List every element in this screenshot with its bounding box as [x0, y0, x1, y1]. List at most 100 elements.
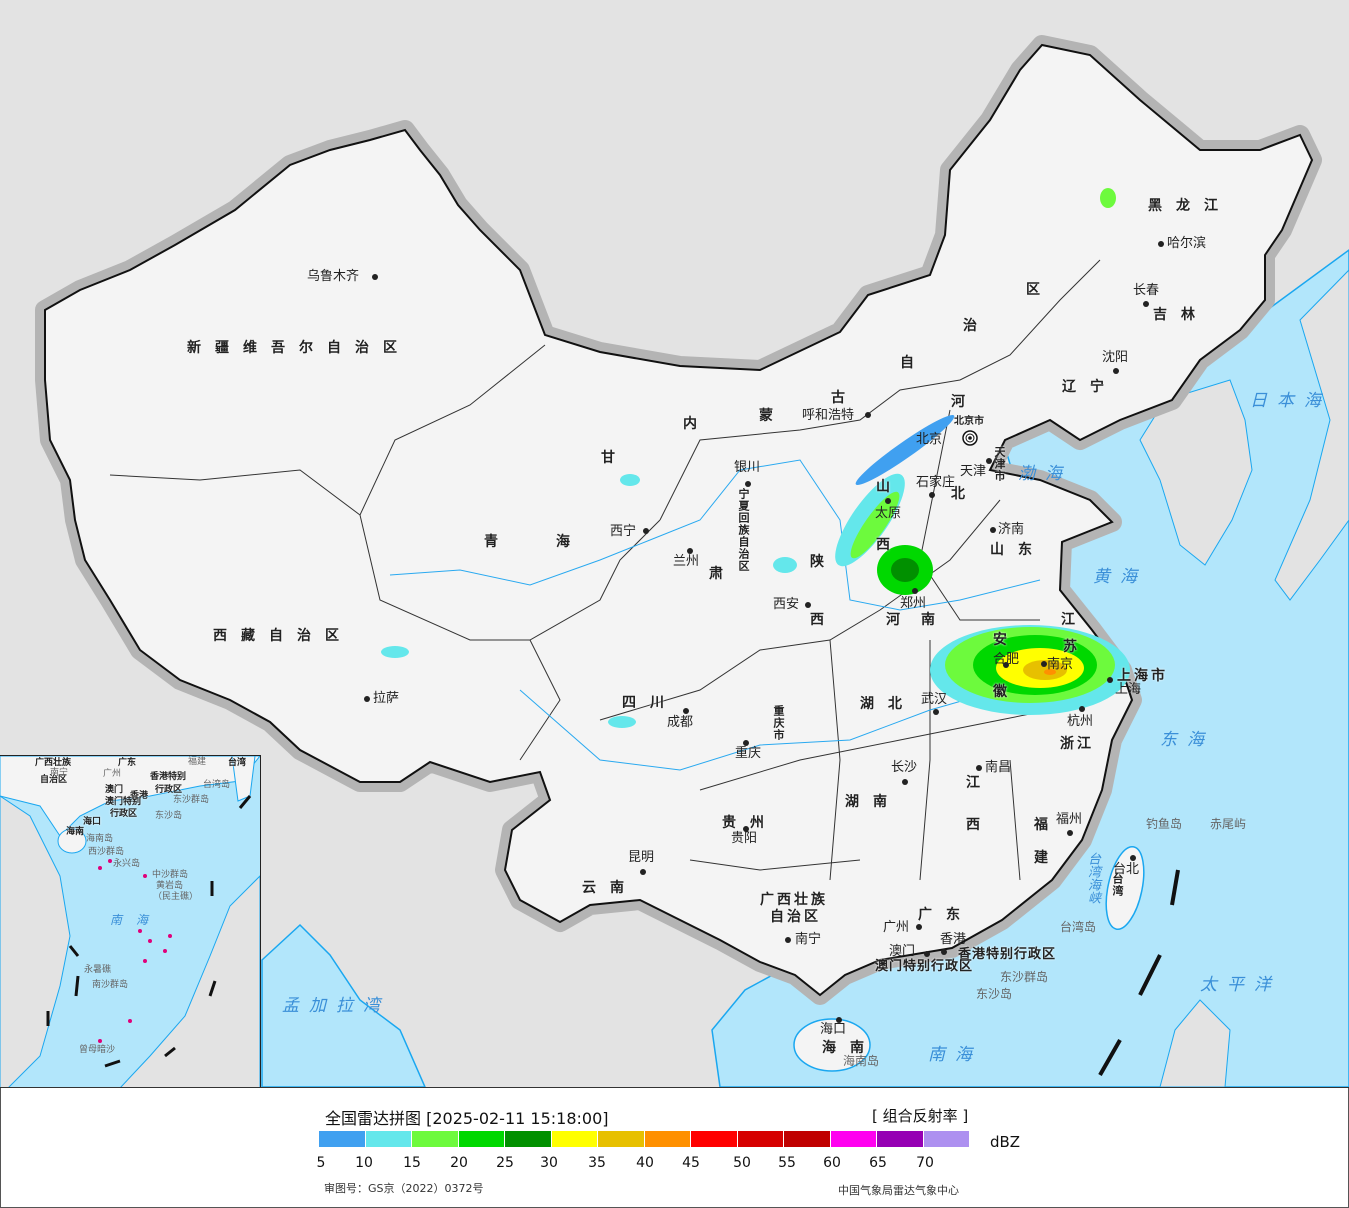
sar-label-hk-sar: 香港特别行政区	[958, 947, 1057, 962]
city-marker-jinan[interactable]	[990, 527, 996, 533]
province-label-sichuan: 四川	[622, 695, 678, 711]
city-marker-fuzhou[interactable]	[1067, 830, 1073, 836]
city-marker-shanghai[interactable]	[1107, 677, 1113, 683]
city-label-guiyang: 贵阳	[731, 831, 758, 846]
inset-label-huangyan2: （民主礁）	[153, 892, 199, 902]
province-label-jilin: 吉林	[1153, 307, 1209, 323]
city-marker-shenyang[interactable]	[1113, 368, 1119, 374]
province-label-beijing-city: 北京市	[954, 416, 984, 427]
color-swatch-10	[365, 1131, 412, 1147]
sea-label-yellow-sea: 黄海	[1093, 567, 1147, 587]
city-marker-nanchang[interactable]	[976, 765, 982, 771]
city-marker-chengdu[interactable]	[683, 708, 689, 714]
island-label-taiwan-island: 台湾岛	[1060, 920, 1097, 934]
legend-title: 全国雷达拼图 [2025-02-11 15:18:00]	[325, 1109, 609, 1128]
province-label-gu: 古	[831, 390, 848, 406]
province-label-hubei: 湖北	[860, 696, 916, 712]
city-marker-taiyuan[interactable]	[885, 498, 891, 504]
scale-tick-label: 35	[588, 1155, 606, 1171]
province-label-chongqing: 重庆市	[772, 705, 785, 741]
city-marker-chongqing[interactable]	[743, 740, 749, 746]
city-label-fuzhou: 福州	[1056, 812, 1083, 827]
scale-tick-label: 70	[916, 1155, 934, 1171]
legend: 全国雷达拼图 [2025-02-11 15:18:00] [ 组合反射率 ] d…	[0, 1088, 1349, 1208]
scale-tick-label: 10	[355, 1155, 373, 1171]
province-label-nei: 内	[683, 416, 700, 432]
city-label-taiyuan: 太原	[875, 506, 902, 521]
inset-label-hainan-island: 海南岛	[86, 834, 114, 844]
sea-label-taiwan-strait: 台湾海峡	[1085, 852, 1100, 904]
province-label-hunan: 湖南	[845, 794, 901, 810]
city-marker-harbin[interactable]	[1158, 241, 1164, 247]
inset-label-macau-sar2: 行政区	[110, 809, 138, 819]
inset-label-macau-sar: 澳门特别	[105, 797, 142, 807]
city-marker-hefei[interactable]	[1003, 662, 1009, 668]
city-marker-macau[interactable]	[924, 951, 930, 957]
city-label-shenyang: 沈阳	[1102, 350, 1129, 365]
province-label-guizhou: 贵州	[722, 815, 778, 831]
radar-map[interactable]: 新疆维吾尔自治区 西藏自治区青海甘肃内蒙古自治区黑龙江 吉林 辽宁河北山西山东陕西河南…	[0, 0, 1349, 1088]
city-marker-guiyang[interactable]	[743, 826, 749, 832]
province-label-qu: 区	[1026, 282, 1043, 298]
beijing-capital-icon	[962, 430, 978, 446]
city-label-haikou: 海口	[820, 1022, 847, 1037]
inset-label-huangyan: 黄岩岛	[156, 881, 184, 891]
city-marker-changchun[interactable]	[1143, 301, 1149, 307]
city-label-shijiazhuang: 石家庄	[916, 475, 956, 490]
city-label-chengdu: 成都	[667, 715, 694, 730]
inset-label-dongsha-islands: 东沙群岛	[173, 795, 210, 805]
city-marker-guangzhou[interactable]	[916, 924, 922, 930]
city-marker-yinchuan[interactable]	[745, 481, 751, 487]
city-marker-hongkong[interactable]	[941, 949, 947, 955]
city-label-harbin: 哈尔滨	[1167, 236, 1207, 251]
province-label-yunnan: 云南	[582, 880, 638, 896]
province-label-shan-xi2: 西	[876, 537, 893, 553]
city-marker-shijiazhuang[interactable]	[929, 492, 935, 498]
city-label-hongkong: 香港	[940, 932, 967, 947]
inset-label-dongsha-island: 东沙岛	[155, 811, 183, 821]
city-marker-tianjin[interactable]	[986, 458, 992, 464]
scale-tick-label: 25	[496, 1155, 514, 1171]
city-marker-zhengzhou[interactable]	[912, 588, 918, 594]
inset-label-taiwan: 台湾	[228, 758, 247, 768]
inset-label-xisha: 西沙群岛	[88, 847, 125, 857]
city-marker-wuhan[interactable]	[933, 709, 939, 715]
province-label-taiwan: 台湾	[1111, 873, 1124, 897]
unit-label: dBZ	[990, 1133, 1021, 1151]
province-label-guangxi2: 自治区	[770, 909, 821, 925]
sea-label-pacific: 太平洋	[1200, 975, 1281, 995]
city-label-kunming: 昆明	[628, 850, 655, 865]
province-label-xizang: 西藏自治区	[213, 628, 353, 644]
city-marker-changsha[interactable]	[902, 779, 908, 785]
inset-label-zhongsha: 中沙群岛	[152, 870, 189, 880]
city-marker-kunming[interactable]	[640, 869, 646, 875]
scale-tick-label: 55	[778, 1155, 796, 1171]
inset-label-nansha: 南沙群岛	[92, 980, 129, 990]
city-marker-urumqi[interactable]	[372, 274, 378, 280]
city-marker-xining[interactable]	[643, 528, 649, 534]
city-label-beijing: 北京	[916, 432, 943, 447]
city-marker-lanzhou[interactable]	[687, 548, 693, 554]
city-marker-xian[interactable]	[805, 602, 811, 608]
province-label-he-bei2: 北	[951, 486, 968, 502]
credit: 中国气象局雷达气象中心	[838, 1184, 959, 1197]
province-label-shan-xi1: 山	[876, 479, 893, 495]
province-label-ningxia: 宁夏回族自治区	[737, 488, 750, 572]
city-marker-taipei[interactable]	[1130, 855, 1136, 861]
city-marker-nanjing[interactable]	[1041, 661, 1047, 667]
color-swatch-50	[737, 1131, 784, 1147]
city-marker-nanning[interactable]	[785, 937, 791, 943]
province-label-meng: 蒙	[759, 408, 776, 424]
city-marker-hangzhou[interactable]	[1079, 706, 1085, 712]
city-marker-hohhot[interactable]	[865, 412, 871, 418]
south-china-sea-inset: 广西壮族 自治区 南宁 广东 广州 福建 台湾 澳门 香港 香港特别 行政区 澳门特别 行政区 台湾岛 东沙…	[0, 755, 261, 1087]
province-label-henan2: 南	[921, 612, 938, 628]
city-marker-lhasa[interactable]	[364, 696, 370, 702]
province-label-jiangsu2: 苏	[1063, 639, 1080, 655]
city-marker-haikou[interactable]	[836, 1017, 842, 1023]
japan-land	[1274, 269, 1349, 601]
inset-label-south-sea: 南海	[110, 913, 163, 927]
inset-label-hainan: 海南	[66, 827, 85, 837]
city-label-urumqi: 乌鲁木齐	[307, 269, 360, 284]
city-label-chongqing: 重庆	[735, 746, 762, 761]
